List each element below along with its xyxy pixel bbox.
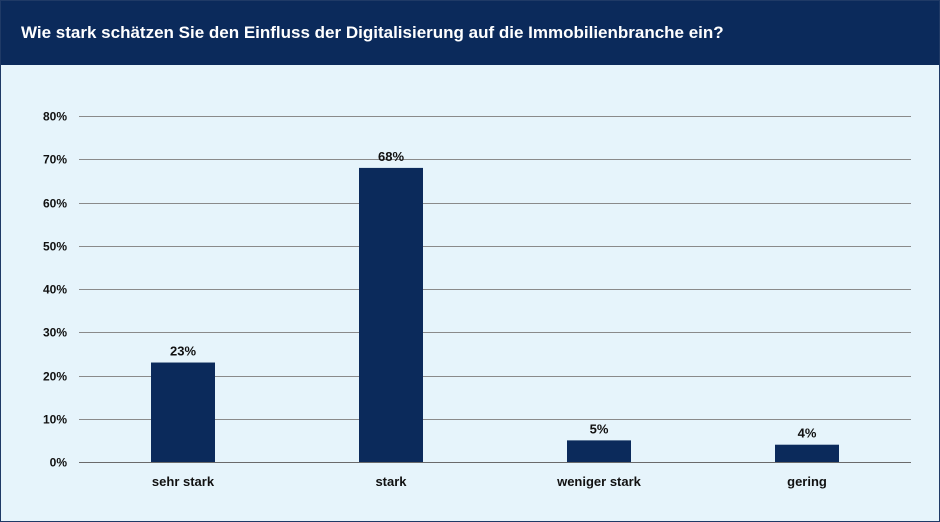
bar-weniger-stark [567, 440, 631, 462]
bar-stark [359, 167, 423, 462]
x-tick-label: sehr stark [152, 474, 215, 489]
y-tick-label-0: 0% [50, 456, 68, 470]
data-label: 5% [590, 421, 609, 436]
y-tick-label-40: 40% [43, 283, 67, 297]
x-tick-label: gering [787, 474, 827, 489]
y-tick-label-60: 60% [43, 197, 67, 211]
y-tick-label-50: 50% [43, 240, 67, 254]
bars [151, 167, 839, 462]
data-label: 68% [378, 149, 404, 164]
data-labels: 23% 68% 5% 4% [170, 149, 817, 441]
x-tick-label: stark [375, 474, 407, 489]
bar-sehr-stark [151, 362, 215, 462]
data-label: 23% [170, 344, 196, 359]
chart-title: Wie stark schätzen Sie den Einfluss der … [21, 23, 724, 42]
gridlines [79, 116, 911, 463]
y-tick-label-30: 30% [43, 326, 67, 340]
y-tick-label-20: 20% [43, 370, 67, 384]
y-axis: 0% 10% 20% 30% 40% 50% 60% 70% 80% [43, 110, 67, 470]
title-bar: Wie stark schätzen Sie den Einfluss der … [1, 1, 939, 65]
data-label: 4% [798, 426, 817, 441]
y-tick-label-10: 10% [43, 413, 67, 427]
y-tick-label-70: 70% [43, 153, 67, 167]
x-axis: sehr stark stark weniger stark gering [152, 474, 827, 489]
x-tick-label: weniger stark [556, 474, 642, 489]
bar-gering [775, 444, 839, 462]
y-tick-label-80: 80% [43, 110, 67, 124]
